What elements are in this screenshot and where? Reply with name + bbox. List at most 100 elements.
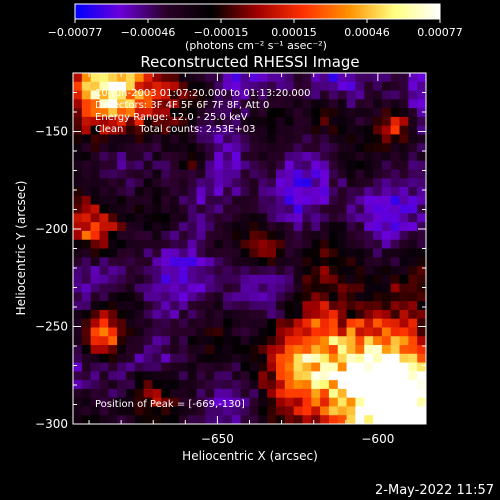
heatmap-cell [284, 301, 295, 311]
heatmap-cell [170, 406, 180, 416]
heatmap-cell [231, 143, 242, 153]
heatmap-cell [143, 380, 154, 390]
heatmap-cell [399, 283, 409, 293]
heatmap-cell [337, 362, 348, 372]
heatmap-cell [125, 116, 136, 127]
heatmap-cell [134, 266, 145, 276]
heatmap-cell [381, 362, 392, 372]
heatmap-cell [187, 406, 198, 416]
heatmap-cell [161, 151, 171, 162]
heatmap-cell [214, 143, 224, 153]
heatmap-cell [408, 266, 418, 276]
heatmap-cell [231, 169, 242, 179]
heatmap-cell [161, 266, 171, 276]
y-tick-label: −250 [35, 320, 68, 334]
heatmap-cell [390, 143, 401, 153]
heatmap-cell [143, 283, 154, 293]
heatmap-cell [178, 362, 189, 372]
heatmap-cell [143, 336, 154, 346]
heatmap-cell [81, 309, 92, 320]
heatmap-cell [81, 143, 92, 153]
heatmap-cell [152, 353, 162, 364]
heatmap-cell [205, 151, 215, 162]
heatmap-cell [161, 169, 171, 179]
heatmap-cell [205, 195, 215, 206]
heatmap-cell [355, 213, 365, 223]
heatmap-cell [249, 362, 259, 372]
heatmap-cell [134, 371, 145, 381]
heatmap-cell [355, 266, 365, 276]
heatmap-cell [364, 143, 374, 153]
heatmap-cell [293, 99, 304, 109]
heatmap-cell [161, 108, 171, 118]
heatmap-cell [275, 204, 286, 214]
heatmap-cell [373, 345, 383, 355]
heatmap-cell [81, 151, 92, 162]
heatmap-cell [302, 134, 312, 144]
axis-ticks: −650−600−550−300−250−200−150 [35, 73, 426, 446]
heatmap-cell [328, 283, 339, 293]
heatmap-cell [99, 143, 109, 153]
heatmap-cell [99, 187, 109, 197]
heatmap-cell [328, 169, 339, 179]
heatmap-cell [152, 248, 162, 258]
heatmap-cell [90, 143, 101, 153]
heatmap-cell [170, 345, 180, 355]
heatmap-cell [346, 248, 356, 258]
heatmap-cell [205, 81, 215, 92]
heatmap-cell [311, 239, 321, 250]
heatmap-cell [117, 73, 127, 83]
heatmap-cell [161, 213, 171, 223]
heatmap-cell [302, 257, 312, 267]
heatmap-cell [381, 397, 392, 408]
heatmap-cell [320, 309, 330, 320]
heatmap-cell [99, 73, 109, 83]
heatmap-cell [125, 230, 136, 241]
heatmap-cell [73, 222, 83, 232]
heatmap-cell [223, 90, 233, 100]
heatmap-cell [399, 274, 409, 285]
heatmap-cell [328, 108, 339, 118]
heatmap-cell [364, 90, 374, 100]
heatmap-cell [417, 301, 426, 311]
heatmap-cell [284, 388, 295, 399]
heatmap-cell [214, 187, 224, 197]
heatmap-cell [152, 99, 162, 109]
heatmap-cell [134, 134, 145, 144]
heatmap-cell [205, 415, 215, 424]
heatmap-cell [302, 371, 312, 381]
heatmap-cell [196, 283, 206, 293]
heatmap-cell [399, 257, 409, 267]
heatmap-cell [293, 169, 304, 179]
heatmap-cell [258, 90, 268, 100]
heatmap-cell [99, 336, 109, 346]
heatmap-cell [134, 353, 145, 364]
heatmap-cell [240, 318, 251, 329]
heatmap-cell [170, 415, 180, 424]
heatmap-cell [337, 283, 348, 293]
heatmap-cell [223, 204, 233, 214]
heatmap-cell [240, 195, 251, 206]
heatmap-cell [187, 90, 198, 100]
heatmap-cell [328, 248, 339, 258]
heatmap-cell [302, 336, 312, 346]
heatmap-cell [178, 151, 189, 162]
heatmap-cell [223, 345, 233, 355]
heatmap-cell [284, 318, 295, 329]
heatmap-cell [125, 160, 136, 171]
heatmap-cell [311, 345, 321, 355]
y-axis-label: Heliocentric Y (arcsec) [14, 181, 28, 316]
heatmap-cell [399, 362, 409, 372]
heatmap-cell [293, 90, 304, 100]
heatmap-cell [134, 73, 145, 83]
heatmap-cell [99, 397, 109, 408]
heatmap-cell [408, 116, 418, 127]
y-tick-label: −300 [35, 417, 68, 431]
heatmap-cell [293, 266, 304, 276]
heatmap-cell [81, 274, 92, 285]
heatmap-cell [355, 345, 365, 355]
heatmap-cell [125, 345, 136, 355]
heatmap-cell [373, 187, 383, 197]
heatmap-cell [161, 380, 171, 390]
heatmap-cell [170, 380, 180, 390]
